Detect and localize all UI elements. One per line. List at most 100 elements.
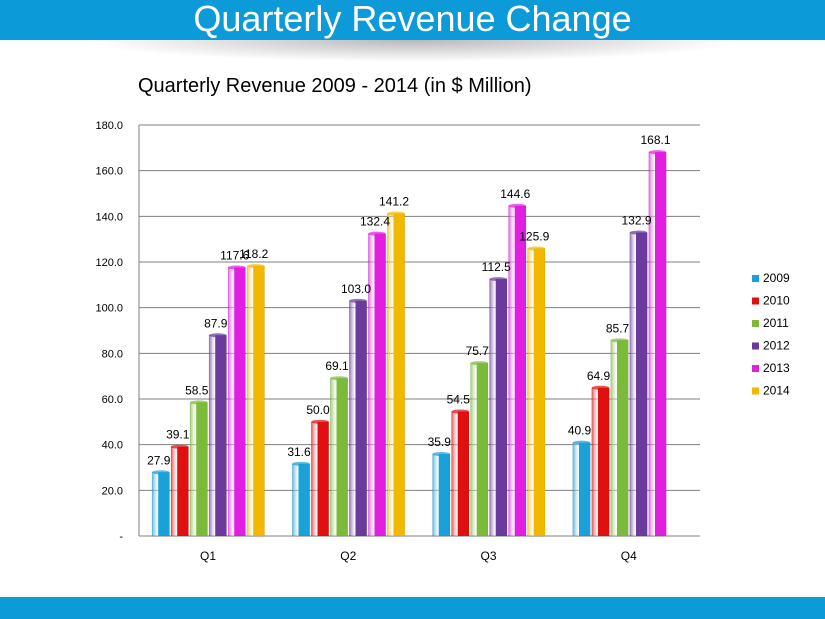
bar-q4-2009 — [572, 442, 591, 537]
data-label-q1-2009: 27.9 — [147, 453, 171, 467]
data-label-q1-2010: 39.1 — [166, 428, 190, 442]
legend-swatch-2012 — [752, 342, 759, 350]
data-label-q4-2012: 132.9 — [621, 214, 651, 228]
banner-shadow — [80, 40, 745, 62]
bar-top-q3-2011 — [470, 361, 488, 366]
bar-top-q4-2010 — [591, 385, 610, 390]
slide-title: Quarterly Revenue Change — [193, 0, 632, 39]
legend-label-2012: 2012 — [763, 339, 790, 353]
data-label-q3-2013: 144.6 — [500, 187, 530, 201]
bar-q3-2012 — [489, 278, 508, 537]
legend-swatch-2009 — [752, 275, 759, 282]
bar-q2-2009 — [292, 463, 310, 537]
chart-title: Quarterly Revenue 2009 - 2014 (in $ Mill… — [138, 75, 532, 97]
data-label-q3-2014: 125.9 — [519, 230, 549, 244]
legend-label-2010: 2010 — [763, 294, 790, 308]
bar-q2-2010 — [311, 421, 329, 537]
bar-q1-2012 — [208, 335, 227, 537]
legend-swatch-2010 — [752, 297, 759, 305]
bar-q2-2012 — [349, 300, 367, 537]
legend-label-2013: 2013 — [763, 361, 790, 375]
data-label-q2-2013: 132.4 — [360, 215, 390, 229]
legend-label-2014: 2014 — [763, 384, 790, 398]
bar-top-q4-2009 — [572, 440, 591, 445]
bar-q1-2010 — [170, 446, 189, 537]
legend-label-2011: 2011 — [763, 316, 789, 330]
data-label-q2-2014: 141.2 — [379, 195, 409, 209]
data-label-q3-2009: 35.9 — [428, 435, 452, 449]
bar-q4-2012 — [629, 232, 648, 537]
y-tick-label: 140.0 — [95, 211, 123, 223]
data-label-q2-2011: 69.1 — [325, 359, 349, 373]
y-tick-label: 20.0 — [102, 485, 123, 497]
x-tick-label-q2: Q2 — [340, 549, 356, 563]
bar-top-q2-2011 — [330, 376, 348, 381]
bar-q4-2011 — [610, 340, 629, 537]
bar-top-q1-2010 — [171, 444, 189, 449]
data-label-q2-2012: 103.0 — [341, 282, 371, 296]
legend-swatch-2011 — [752, 320, 759, 327]
data-label-q4-2013: 168.1 — [640, 133, 670, 147]
bar-top-q3-2014 — [527, 246, 545, 251]
footer-bar — [0, 597, 825, 619]
bar-top-q4-2011 — [610, 338, 629, 343]
bar-top-q2-2012 — [349, 298, 367, 303]
bar-top-q2-2014 — [387, 211, 405, 216]
axes: - 20.0 40.0 60.0 80.0 100.0 120.0 140.0 160.0 180… — [95, 120, 637, 563]
data-label-q1-2011: 58.5 — [185, 383, 209, 397]
bar-top-q2-2009 — [292, 461, 310, 466]
data-label-q1-2014: 118.2 — [239, 247, 268, 261]
bar-top-q4-2012 — [629, 230, 648, 235]
y-tick-label: 60.0 — [102, 394, 123, 406]
bar-top-q2-2013 — [368, 231, 386, 236]
bar-q1-2013 — [227, 267, 246, 537]
y-tick-label: 40.0 — [102, 440, 123, 452]
bar-q4-2013 — [648, 151, 667, 537]
x-tick-label-q3: Q3 — [480, 549, 496, 563]
x-tick-label-q1: Q1 — [200, 549, 216, 563]
y-tick-label: 80.0 — [102, 348, 123, 360]
bar-top-q3-2012 — [489, 277, 507, 282]
y-tick-label: 120.0 — [95, 257, 123, 269]
bar-q3-2011 — [470, 362, 489, 537]
bar-top-q4-2013 — [648, 150, 667, 155]
bars — [151, 150, 667, 537]
data-label-q4-2010: 64.9 — [587, 369, 611, 383]
data-label-q3-2012: 112.5 — [482, 260, 511, 274]
bar-q2-2011 — [330, 377, 348, 537]
data-label-q1-2013: 117.6 — [220, 248, 249, 262]
data-label-q3-2011: 75.7 — [466, 344, 490, 358]
bar-q3-2010 — [451, 411, 470, 537]
bar-top-q1-2014 — [247, 264, 265, 269]
y-tick-label: - — [119, 531, 123, 543]
y-tick-label: 100.0 — [95, 303, 123, 315]
bar-q1-2009 — [151, 472, 170, 537]
data-label-q2-2009: 31.6 — [287, 445, 311, 459]
data-label-q4-2009: 40.9 — [568, 424, 592, 438]
bar-q2-2013 — [368, 233, 386, 537]
data-label-q2-2010: 50.0 — [306, 403, 330, 417]
bar-q1-2014 — [246, 265, 265, 537]
bar-top-q3-2009 — [432, 452, 450, 457]
bar-top-q3-2013 — [508, 203, 526, 208]
bar-top-q3-2010 — [451, 409, 469, 414]
bar-top-q1-2009 — [152, 470, 170, 475]
legend: 2009 2010 2011 2012 2013 2014 — [752, 271, 790, 398]
bar-q2-2014 — [387, 213, 405, 537]
bar-top-q2-2010 — [311, 419, 329, 424]
y-tick-label: 160.0 — [95, 166, 123, 178]
data-label-q3-2010: 54.5 — [447, 393, 471, 407]
data-label-q1-2012: 87.9 — [204, 316, 228, 330]
legend-label-2009: 2009 — [763, 271, 790, 285]
x-tick-label-q4: Q4 — [621, 549, 637, 563]
legend-swatch-2013 — [752, 365, 759, 372]
data-label-q4-2011: 85.7 — [606, 321, 630, 335]
bar-top-q1-2012 — [209, 333, 227, 338]
bar-q3-2013 — [508, 205, 527, 537]
bar-q4-2010 — [591, 387, 610, 537]
legend-swatch-2014 — [752, 387, 759, 395]
y-tick-label: 180.0 — [95, 120, 123, 132]
bar-top-q1-2011 — [190, 400, 208, 405]
